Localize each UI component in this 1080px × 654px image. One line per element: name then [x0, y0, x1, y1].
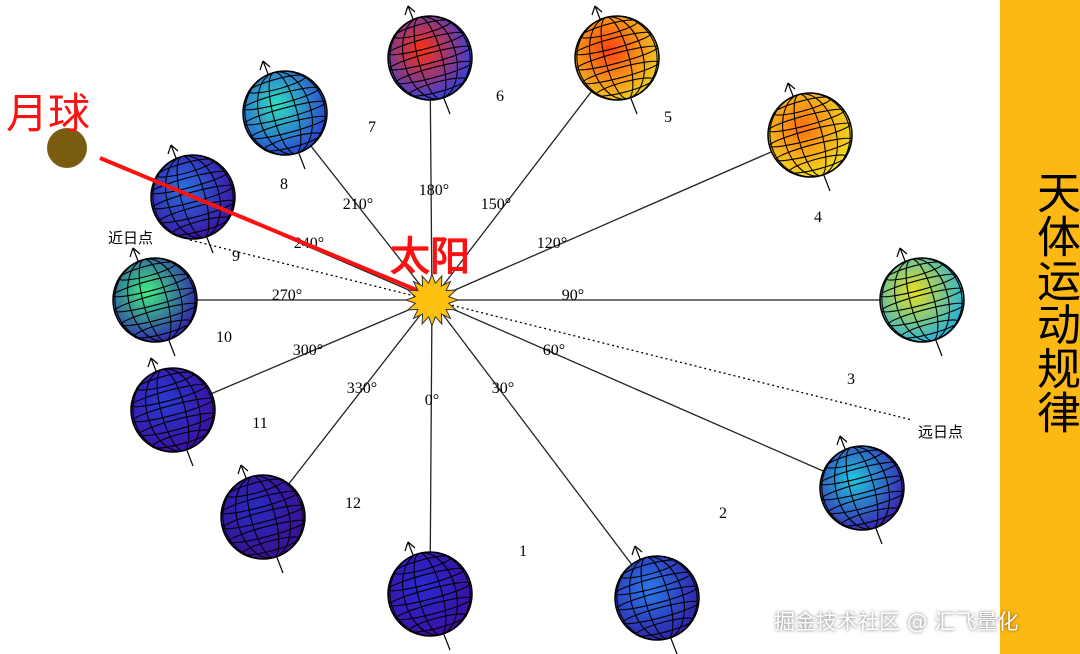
- position-number: 10: [216, 329, 232, 346]
- axis-arrow-icon: [129, 247, 141, 258]
- axis-arrow-icon: [147, 357, 159, 368]
- angle-label: 330°: [347, 380, 377, 397]
- sun-label: 太阳: [390, 234, 470, 280]
- angle-label: 300°: [293, 342, 323, 359]
- spokes: [155, 57, 922, 599]
- spoke-line: [431, 57, 618, 301]
- axis-arrow-icon: [896, 247, 908, 258]
- angle-label: 30°: [492, 380, 514, 397]
- axis-arrow-icon: [631, 545, 643, 556]
- earth-globe-icon: [819, 435, 905, 545]
- angle-label: 90°: [562, 287, 584, 304]
- axis-arrow-icon: [167, 144, 179, 155]
- angle-label: 0°: [425, 392, 439, 409]
- orbit-diagram: 10°230°360°490°5120°6150°7180°8210°9240°…: [6, 5, 965, 654]
- sun-icon: [404, 272, 460, 328]
- position-number: 6: [496, 88, 504, 105]
- earth-globe-icon: [150, 144, 236, 254]
- sidebar: 天体运动规律: [1000, 0, 1080, 654]
- earth-globe-icon: [574, 5, 660, 115]
- position-number: 5: [664, 109, 672, 126]
- labels: 10°230°360°490°5120°6150°7180°8210°9240°…: [216, 88, 855, 560]
- earth-globe-icon: [130, 357, 216, 467]
- axis-arrow-icon: [404, 541, 416, 552]
- position-number: 4: [814, 209, 822, 226]
- axis-arrow-icon: [836, 435, 848, 446]
- earth-globe-icon: [220, 464, 306, 574]
- moon-label: 月球: [6, 89, 90, 138]
- earth-globe-icon: [614, 545, 700, 654]
- angle-label: 150°: [481, 196, 511, 213]
- earth-globe-icon: [879, 247, 965, 357]
- position-number: 3: [847, 371, 855, 388]
- moon-icon: [47, 128, 87, 168]
- position-number: 1: [519, 543, 527, 560]
- angle-label: 210°: [343, 196, 373, 213]
- earth-globe-icon: [387, 5, 473, 115]
- position-number: 7: [368, 119, 376, 136]
- earth-globe-icon: [767, 82, 853, 192]
- position-number: 8: [280, 176, 288, 193]
- spoke-line: [431, 134, 811, 301]
- axis-arrow-icon: [591, 5, 603, 16]
- globes: [112, 5, 965, 654]
- earth-globe-icon: [112, 247, 198, 357]
- spoke-line: [429, 299, 433, 595]
- earth-globe-icon: [242, 60, 328, 170]
- axis-arrow-icon: [784, 82, 796, 93]
- angle-label: 270°: [272, 287, 302, 304]
- sidebar-title: 天体运动规律: [1029, 170, 1080, 434]
- axis-arrow-icon: [259, 60, 271, 71]
- watermark: 掘金技术社区 @ 汇飞量化: [774, 610, 1019, 634]
- spoke-line: [172, 299, 433, 411]
- position-number: 11: [252, 415, 267, 432]
- spoke-line: [431, 299, 863, 489]
- angle-label: 60°: [543, 342, 565, 359]
- position-number: 2: [719, 505, 727, 522]
- spoke-line: [431, 299, 658, 599]
- position-number: 12: [345, 495, 361, 512]
- axis-arrow-icon: [237, 464, 249, 475]
- aphelion-label: 远日点: [918, 423, 963, 441]
- spoke-line: [262, 299, 433, 518]
- earth-globe-icon: [387, 541, 473, 651]
- angle-label: 120°: [537, 235, 567, 252]
- angle-label: 180°: [419, 182, 449, 199]
- axis-arrow-icon: [404, 5, 416, 16]
- apsis-line: [189, 239, 913, 421]
- perihelion-label: 近日点: [108, 229, 153, 247]
- moon-pointer-line: [99, 156, 427, 296]
- position-number: 9: [232, 248, 240, 265]
